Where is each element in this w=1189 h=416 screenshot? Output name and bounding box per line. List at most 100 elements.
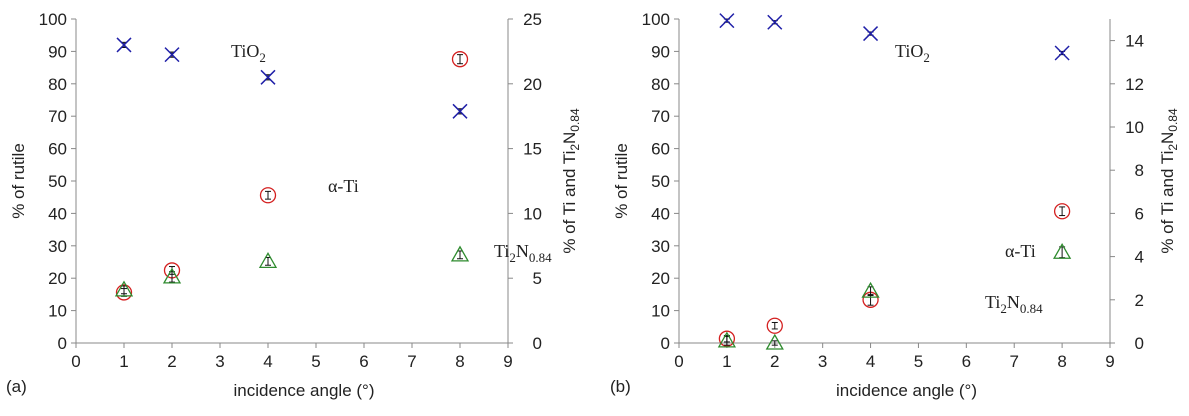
series-1	[115, 51, 469, 301]
y2-tick-label: 15	[523, 140, 542, 159]
series-0	[719, 13, 1070, 61]
y-tick-label: 80	[48, 75, 67, 94]
x-tick-label: 7	[1009, 352, 1018, 371]
series-label-sub: 2	[259, 50, 266, 65]
y2-label-sub: 2	[1166, 144, 1180, 151]
series-2	[717, 242, 1072, 350]
series-label: α-Ti	[328, 176, 359, 196]
data-point-triangle	[861, 281, 880, 298]
series-label-sub: 2	[923, 50, 930, 65]
y2-tick-label: 2	[1135, 291, 1144, 310]
y-tick-label: 70	[651, 107, 670, 126]
x-tick-label: 4	[263, 352, 272, 371]
series-label: Ti2N0.84	[494, 241, 552, 265]
y2-axis-label: % of Ti and Ti2N0.84	[1158, 108, 1180, 254]
data-point-circle	[115, 284, 133, 301]
series-label-sub: 2	[509, 250, 516, 265]
data-point-x	[452, 103, 468, 119]
data-point-circle	[718, 330, 736, 347]
y2-tick-label: 20	[523, 75, 542, 94]
x-tick-label: 2	[770, 352, 779, 371]
data-point-triangle	[1052, 242, 1072, 259]
y2-tick-label: 0	[1135, 334, 1144, 353]
x-tick-label: 6	[359, 352, 368, 371]
y2-label-main: % of Ti and Ti	[1158, 151, 1177, 254]
data-point-triangle	[717, 331, 737, 348]
x-tick-label: 6	[962, 352, 971, 371]
series-label-main2: N	[516, 241, 529, 261]
y-tick-label: 100	[39, 10, 67, 29]
y2-tick-label: 10	[1125, 118, 1144, 137]
y-tick-label: 60	[651, 140, 670, 159]
x-tick-label: 0	[674, 352, 683, 371]
data-point-triangle	[450, 245, 470, 262]
y-tick-label: 10	[651, 302, 670, 321]
x-tick-label: 3	[215, 352, 224, 371]
y-tick-label: 40	[48, 204, 67, 223]
y2-tick-label: 25	[523, 10, 542, 29]
y-tick-label: 60	[48, 140, 67, 159]
data-point-circle	[259, 187, 277, 204]
y2-tick-label: 6	[1135, 204, 1144, 223]
data-point-circle	[1053, 203, 1071, 220]
series-label: Ti2N0.84	[985, 292, 1043, 316]
y-tick-label: 80	[651, 75, 670, 94]
y-tick-label: 20	[48, 269, 67, 288]
y-tick-label: 90	[651, 42, 670, 61]
y2-tick-label: 8	[1135, 161, 1144, 180]
data-point-x	[260, 69, 276, 85]
y-tick-label: 10	[48, 302, 67, 321]
y-axis-label: % of rutile	[9, 143, 28, 219]
y-tick-label: 50	[48, 172, 67, 191]
series-0	[116, 37, 468, 119]
y2-label-sub2: 0.84	[568, 108, 582, 132]
x-axis-label: incidence angle (°)	[234, 381, 375, 400]
y-tick-label: 100	[642, 10, 670, 29]
series-label-sub2: 0.84	[1020, 301, 1043, 316]
y2-label-main: % of Ti and Ti	[560, 151, 579, 254]
series-label: TiO2	[895, 41, 930, 65]
data-point-triangle	[765, 333, 784, 350]
data-point-x	[116, 37, 132, 53]
x-tick-label: 1	[722, 352, 731, 371]
y-axis-label: % of rutile	[612, 143, 631, 219]
y-tick-label: 40	[651, 204, 670, 223]
y-tick-label: 0	[661, 334, 670, 353]
data-point-x	[767, 14, 783, 30]
series-label-main: Ti	[985, 292, 1000, 312]
data-point-triangle	[162, 267, 182, 284]
data-point-x	[863, 26, 879, 42]
panel-label: (b)	[610, 377, 631, 396]
y2-label-main2: N	[560, 132, 579, 144]
x-tick-label: 9	[1105, 352, 1114, 371]
y2-label-sub: 2	[568, 144, 582, 151]
y2-tick-label: 0	[533, 334, 542, 353]
series-label-main2: N	[1007, 292, 1020, 312]
x-tick-label: 8	[1057, 352, 1066, 371]
x-tick-label: 8	[455, 352, 464, 371]
y2-label-main2: N	[1158, 132, 1177, 144]
series-1	[718, 203, 1071, 347]
y2-tick-label: 4	[1135, 248, 1144, 267]
y-tick-label: 90	[48, 42, 67, 61]
y2-label-sub2: 0.84	[1166, 108, 1180, 132]
y-tick-label: 0	[58, 334, 67, 353]
series-2	[114, 245, 470, 297]
y2-tick-label: 10	[523, 204, 542, 223]
data-point-triangle	[114, 280, 134, 297]
y-tick-label: 30	[48, 237, 67, 256]
data-point-x	[1054, 45, 1070, 61]
series-label-main: Ti	[494, 241, 509, 261]
y-tick-label: 70	[48, 107, 67, 126]
series-label-sub2: 0.84	[529, 250, 552, 265]
series-label-main: TiO	[895, 41, 923, 61]
series-label: α-Ti	[1005, 241, 1036, 261]
chart-panel-0: 0 1 2 3 4 5 6 7 8 9010203040506070809010005101520…	[6, 10, 582, 400]
series-label: TiO2	[231, 41, 266, 65]
y-tick-label: 20	[651, 269, 670, 288]
y-tick-label: 50	[651, 172, 670, 191]
y2-tick-label: 5	[533, 269, 542, 288]
series-label-main: α-Ti	[328, 176, 359, 196]
x-axis-label: incidence angle (°)	[836, 381, 977, 400]
